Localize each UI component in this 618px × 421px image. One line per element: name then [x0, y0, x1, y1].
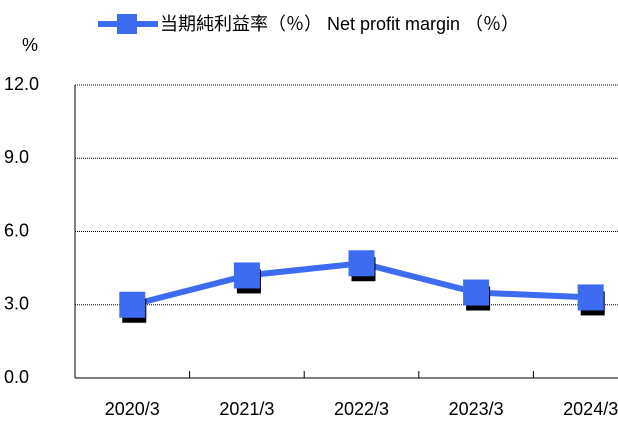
- legend-marker: [117, 14, 137, 34]
- y-tick-label: 0.0: [4, 367, 29, 387]
- y-axis-label: %: [22, 35, 38, 55]
- marker: [463, 279, 490, 306]
- marker: [233, 262, 260, 289]
- y-tick-label: 12.0: [4, 74, 39, 94]
- marker: [577, 284, 604, 311]
- x-tick-label: 2021/3: [219, 399, 274, 419]
- y-tick-label: 9.0: [4, 147, 29, 167]
- legend-label: 当期純利益率（％） Net profit margin （％）: [160, 14, 519, 34]
- x-tick-label: 2024/3: [563, 399, 618, 419]
- x-tick-label: 2022/3: [334, 399, 389, 419]
- marker: [119, 291, 146, 318]
- x-tick-label: 2023/3: [449, 399, 504, 419]
- y-tick-label: 6.0: [4, 220, 29, 240]
- x-tick-label: 2020/3: [105, 399, 160, 419]
- y-tick-label: 3.0: [4, 294, 29, 314]
- marker: [348, 250, 375, 277]
